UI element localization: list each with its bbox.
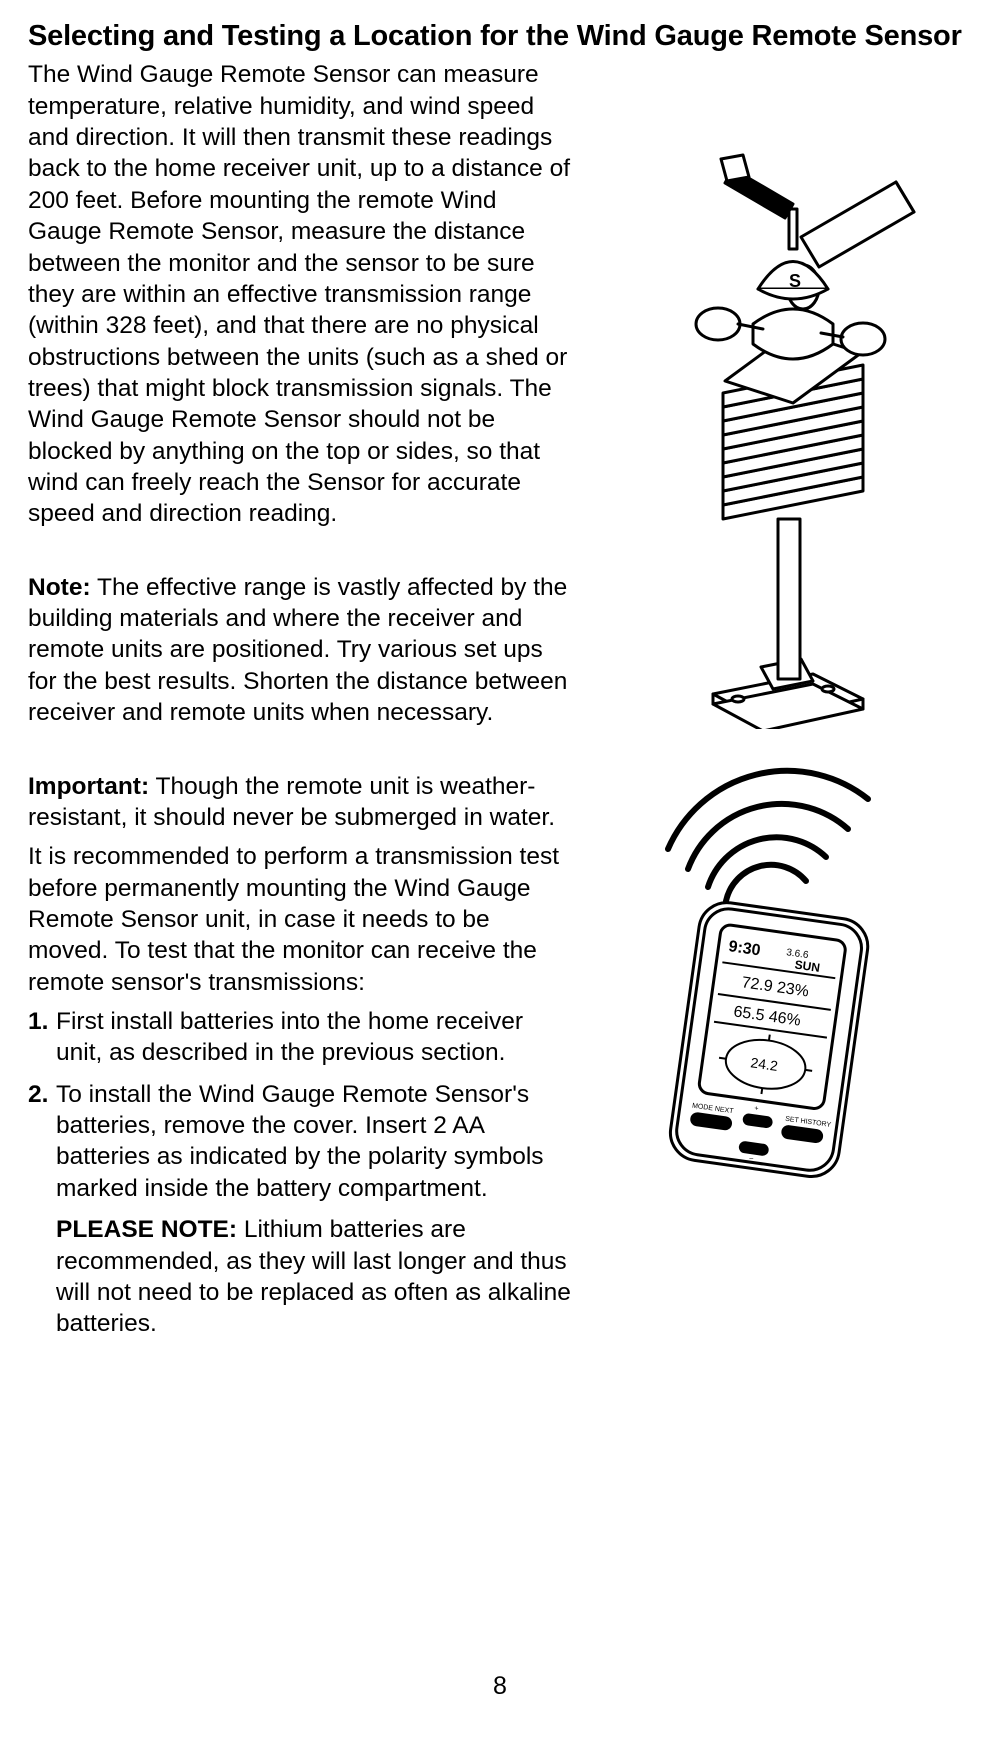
- page-title: Selecting and Testing a Location for the…: [28, 20, 972, 53]
- test-paragraph: It is recommended to perform a transmiss…: [28, 841, 573, 998]
- step-1: First install batteries into the home re…: [28, 1006, 573, 1069]
- intro-paragraph: The Wind Gauge Remote Sensor can measure…: [28, 59, 573, 529]
- please-note-paragraph: PLEASE NOTE: Lithium batteries are recom…: [28, 1214, 573, 1339]
- svg-text:S: S: [789, 271, 801, 291]
- important-paragraph: Important: Though the remote unit is wea…: [28, 771, 573, 834]
- step-2: To install the Wind Gauge Remote Sensor'…: [28, 1079, 573, 1204]
- wind-sensor-icon: S: [603, 89, 933, 729]
- note-text: The effective range is vastly affected b…: [28, 574, 567, 726]
- steps-list: First install batteries into the home re…: [28, 1006, 573, 1204]
- content-row: The Wind Gauge Remote Sensor can measure…: [28, 59, 972, 1339]
- text-column: The Wind Gauge Remote Sensor can measure…: [28, 59, 573, 1339]
- note-label: Note:: [28, 574, 91, 601]
- image-column: S: [583, 59, 972, 1339]
- page-number: 8: [493, 1672, 507, 1701]
- important-label: Important:: [28, 773, 149, 800]
- please-note-label: PLEASE NOTE:: [56, 1216, 237, 1243]
- receiver-unit-icon: 9:30 3.6.6 SUN 72.9 23% 65.5 46% 24.2: [608, 729, 928, 1189]
- note-paragraph: Note: The effective range is vastly affe…: [28, 572, 573, 729]
